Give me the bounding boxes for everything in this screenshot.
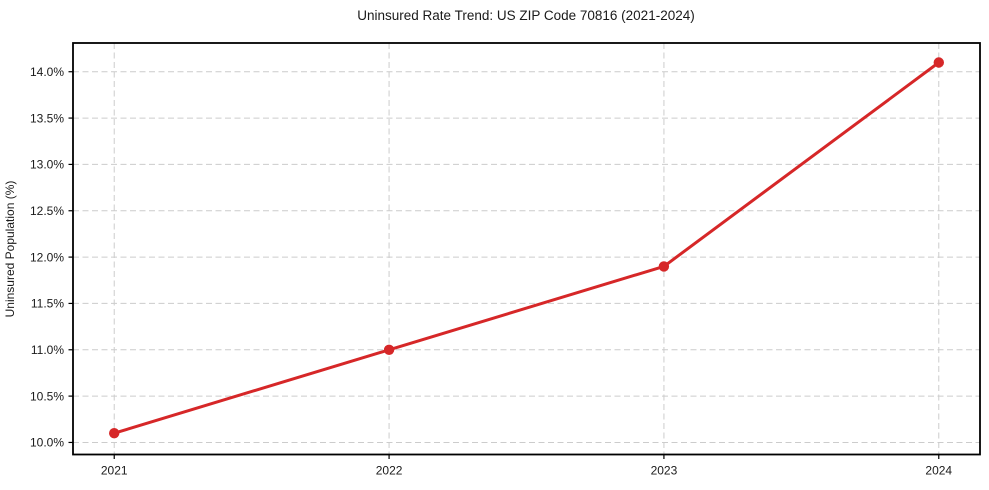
plot-border <box>72 42 981 456</box>
x-tick-label: 2024 <box>925 464 952 478</box>
y-tick-label: 11.5% <box>31 297 64 311</box>
y-tick-label: 13.0% <box>30 158 64 172</box>
data-point-2024 <box>933 57 944 68</box>
data-point-2023 <box>658 261 670 272</box>
x-tick-label: 2022 <box>376 464 403 478</box>
x-tick-label: 2021 <box>101 464 128 478</box>
x-tick-label: 2023 <box>651 464 678 478</box>
y-tick-label: 12.0% <box>30 250 64 264</box>
y-tick-label: 13.5% <box>30 111 64 125</box>
gridlines <box>73 43 980 455</box>
trend-line <box>112 61 941 435</box>
axis-tick-labels: 10.0% 10.5% 11.0% 11.5% 12.0% 12.5% 13.0% 13.5%… <box>30 65 952 478</box>
y-tick-label: 11.0% <box>31 343 64 357</box>
data-point-2021 <box>109 428 120 439</box>
axis-ticks <box>68 71 940 459</box>
y-axis-label: Uninsured Population (%) <box>3 181 17 318</box>
data-points <box>109 57 944 439</box>
data-point-2022 <box>383 344 395 355</box>
y-tick-label: 14.0% <box>30 65 64 79</box>
y-tick-label: 12.5% <box>30 204 64 218</box>
y-tick-label: 10.5% <box>30 389 64 403</box>
chart-title: Uninsured Rate Trend: US ZIP Code 70816 … <box>357 8 694 23</box>
y-tick-label: 10.0% <box>30 436 64 450</box>
